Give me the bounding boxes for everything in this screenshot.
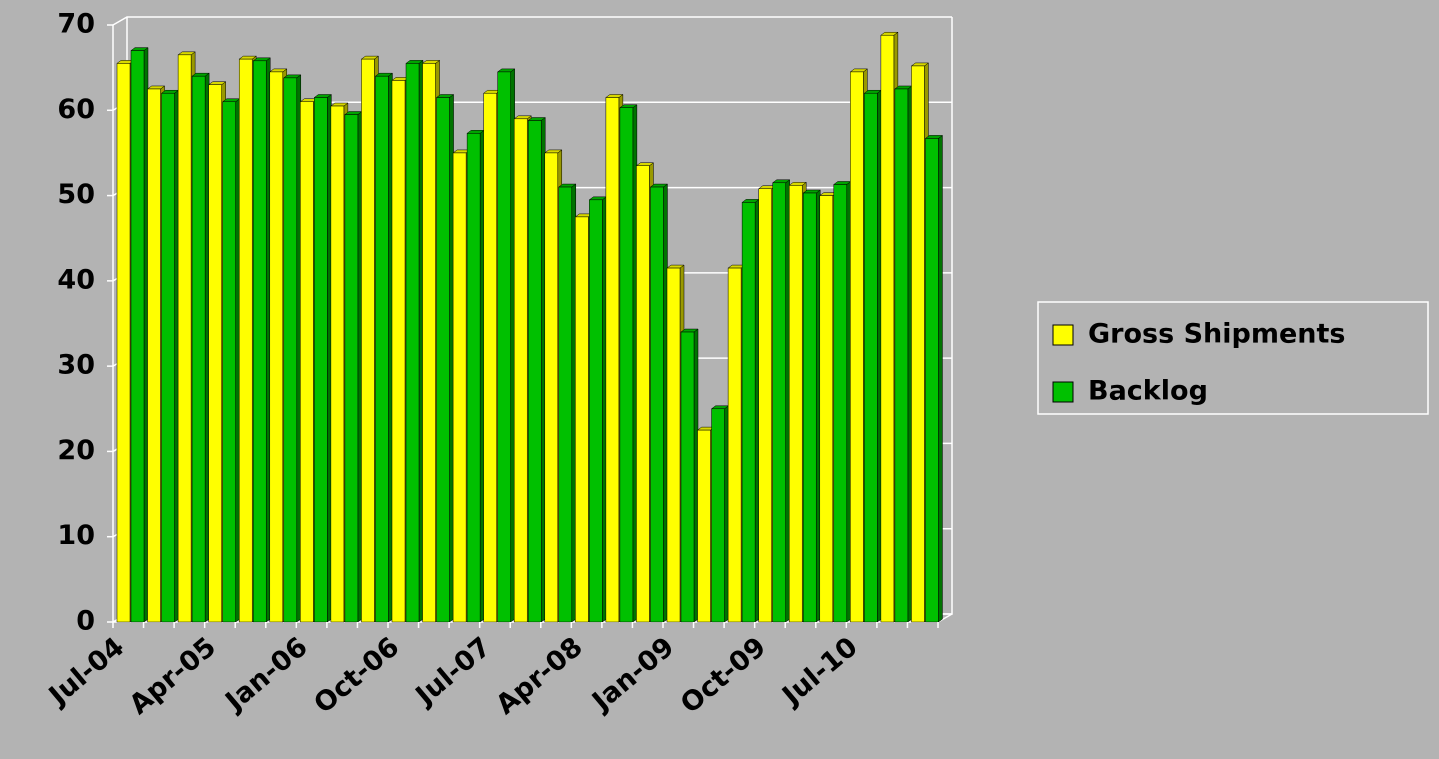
- bar: [589, 199, 603, 623]
- bar: [697, 429, 711, 623]
- legend-label: Backlog: [1088, 376, 1208, 407]
- bar: [619, 107, 634, 623]
- bar: [300, 101, 314, 623]
- legend-swatch: [1052, 381, 1074, 403]
- x-tick-label: Oct-06: [308, 631, 405, 719]
- y-tick-label: 10: [57, 520, 95, 551]
- x-tick-label: Jan-06: [218, 631, 313, 718]
- y-tick-label: 0: [76, 606, 95, 637]
- x-tick-label: Apr-08: [490, 631, 588, 721]
- bar: [130, 50, 145, 623]
- x-tick-label: Apr-05: [124, 631, 222, 721]
- bar: [269, 71, 284, 623]
- bar: [711, 408, 725, 623]
- bar: [819, 195, 834, 623]
- bar: [497, 71, 511, 623]
- bar: [788, 185, 803, 623]
- bar: [452, 152, 467, 623]
- x-tick-label: Jul-07: [409, 631, 497, 712]
- legend-label: Gross Shipments: [1088, 319, 1345, 350]
- bar: [177, 54, 192, 623]
- bar: [405, 63, 420, 623]
- x-tick-label: Jul-04: [42, 631, 130, 712]
- bar: [238, 58, 253, 623]
- bar: [361, 58, 375, 623]
- legend-box: [1037, 301, 1429, 415]
- bar: [758, 188, 772, 623]
- bar: [483, 92, 497, 623]
- bar: [436, 97, 450, 623]
- bar: [513, 118, 528, 623]
- bar: [314, 97, 328, 623]
- x-tick-label: Jul-10: [775, 631, 863, 712]
- bar: [741, 202, 756, 623]
- bar: [650, 186, 664, 623]
- bar: [864, 92, 878, 623]
- bar: [558, 186, 573, 623]
- x-tick-label: Oct-09: [675, 631, 772, 719]
- bar: [375, 75, 389, 623]
- bar: [191, 75, 206, 623]
- bar: [772, 182, 786, 623]
- grid-line: [112, 16, 952, 26]
- bar: [880, 34, 895, 623]
- bar: [894, 88, 909, 623]
- bar: [833, 184, 848, 623]
- bar: [727, 267, 742, 623]
- bar: [283, 77, 298, 623]
- y-tick-label: 40: [57, 264, 95, 295]
- bar: [330, 105, 345, 623]
- bar: [527, 120, 542, 623]
- bar: [422, 63, 436, 623]
- bar: [575, 216, 589, 623]
- bar: [161, 92, 175, 623]
- bar: [222, 101, 236, 623]
- y-tick-label: 60: [57, 94, 95, 125]
- bar: [252, 60, 267, 623]
- bar: [666, 267, 681, 623]
- y-tick-label: 50: [57, 179, 95, 210]
- bar: [802, 192, 817, 623]
- y-tick-label: 70: [57, 9, 95, 40]
- bar: [911, 65, 925, 623]
- legend: Gross Shipments Backlog: [1037, 301, 1429, 415]
- bar-side: [938, 134, 943, 623]
- bar: [208, 84, 222, 623]
- y-tick-label: 20: [57, 435, 95, 466]
- legend-swatch: [1052, 324, 1074, 346]
- bar: [544, 152, 559, 623]
- bar: [925, 138, 939, 623]
- bar: [147, 88, 161, 623]
- bar: [391, 80, 406, 623]
- bar: [605, 97, 620, 623]
- bar: [680, 331, 695, 623]
- bar: [466, 133, 481, 623]
- bar: [850, 71, 864, 623]
- x-tick-label: Jan-09: [585, 631, 680, 718]
- bar: [344, 114, 359, 623]
- bar: [116, 63, 131, 623]
- bar: [636, 165, 650, 623]
- y-tick-label: 30: [57, 350, 95, 381]
